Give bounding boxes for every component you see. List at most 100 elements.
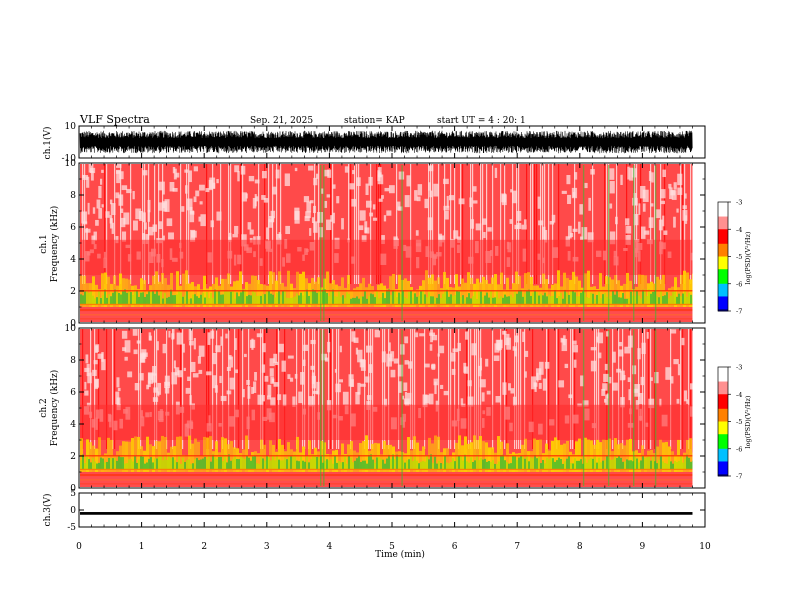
spectrogram-lowband [464, 436, 467, 472]
spectrogram-haze [226, 366, 231, 371]
spectrogram-haze [298, 391, 303, 404]
spectrogram-streak [238, 329, 240, 449]
colorbar-tick-label: -3 [736, 199, 742, 207]
colorbar-swatch [718, 274, 728, 277]
spectrogram-haze [197, 356, 201, 364]
spectrogram-streak [240, 164, 242, 284]
spectrogram-streak [370, 329, 372, 449]
spectrogram-haze [226, 390, 232, 395]
spectrogram-haze [152, 397, 159, 402]
colorbar-swatch [718, 406, 728, 410]
spectrogram-lowband [572, 454, 575, 472]
spectrogram-greenband [556, 298, 558, 305]
spectrogram-greenband [496, 463, 498, 470]
spectrogram-lowband [344, 287, 347, 307]
spectrogram-haze [86, 363, 90, 377]
colorbar-swatch [718, 443, 728, 446]
spectrogram-lowband [146, 436, 149, 472]
spectrogram-greenband [542, 459, 544, 470]
spectrogram-greenband [146, 462, 148, 470]
spectrogram-bottom [80, 311, 693, 322]
colorbar-swatch [718, 260, 728, 263]
spectrogram-lowband [335, 449, 338, 472]
spectrogram-streak [492, 164, 494, 284]
spectrogram-haze [84, 381, 87, 390]
colorbar-swatch [718, 296, 728, 299]
spectrogram-greenband [240, 292, 242, 305]
spectrogram-haze [588, 197, 591, 211]
spectrogram-haze [269, 368, 274, 377]
spectrogram-greenband [516, 293, 518, 305]
spectrogram-haze [249, 229, 254, 235]
spectrogram-streak [348, 164, 350, 284]
spectrogram-greenband [270, 293, 272, 305]
spectrogram-haze [487, 227, 492, 232]
spectrogram-lowband [245, 282, 248, 307]
spectrogram-streak [556, 329, 558, 449]
spectrogram-greenband [202, 292, 204, 305]
spectrogram-haze [477, 365, 482, 377]
spectrogram-greenband [426, 297, 428, 305]
spectrogram-haze [654, 371, 659, 384]
spectrogram-greenband [638, 295, 640, 305]
spectrogram-streak [228, 329, 230, 449]
spectrogram-haze [427, 217, 433, 231]
spectrogram-greenband [364, 291, 366, 305]
spectrogram-greenband [600, 462, 602, 470]
spectrogram-bottom [80, 476, 693, 487]
spectrogram-streak [106, 329, 108, 449]
spectrogram-greenband [660, 456, 662, 470]
spectrogram-haze [303, 196, 310, 203]
spectrogram-greenband [624, 461, 626, 470]
spectrogram-haze [429, 190, 433, 198]
spectrogram-greenband [524, 458, 526, 470]
spectrogram-greenband [444, 289, 446, 305]
spectrogram-greenband [208, 298, 210, 305]
colorbar-swatch [718, 240, 728, 243]
spectrogram-lowband [131, 438, 134, 472]
spectrogram-lowband [212, 283, 215, 307]
y-tick-label: 10 [65, 122, 77, 132]
spectrogram-streak [500, 329, 502, 449]
spectrogram-haze [162, 181, 165, 195]
spectrogram-haze [673, 359, 679, 365]
spectrogram-greenband [346, 292, 348, 305]
spectrogram-haze [355, 347, 358, 355]
spectrogram-haze [457, 342, 461, 352]
spectrogram-greenband [290, 297, 292, 305]
y-tick-label: 0 [70, 484, 76, 494]
spectrogram-haze [172, 187, 178, 192]
spectrogram-streak [506, 329, 508, 449]
spectrogram-lowband [359, 443, 362, 472]
spectrogram-greenband [636, 290, 638, 305]
spectrogram-greenband [416, 296, 418, 305]
spectrogram-haze [537, 196, 541, 209]
spectrogram-haze [225, 333, 228, 339]
colorbar-swatch [718, 291, 728, 294]
spectrogram-streak [378, 164, 380, 284]
spectrogram-haze [671, 190, 677, 200]
spectrogram-haze [510, 388, 515, 394]
spectrogram-streak [558, 164, 560, 284]
spectrogram-lowband [467, 272, 470, 307]
spectrogram-haze [317, 211, 323, 223]
spectrogram-greenband [572, 290, 574, 305]
spectrogram-haze [93, 231, 97, 241]
spectrogram-greenband [118, 455, 120, 470]
spectrogram-greenband [232, 458, 234, 470]
spectrogram-haze [662, 169, 666, 178]
spectrogram-greenband [276, 292, 278, 305]
spectrogram-haze [271, 378, 275, 383]
colorbar-swatch [718, 294, 728, 297]
spectrogram-greenband [158, 295, 160, 305]
colorbar-swatch [718, 399, 728, 403]
spectrogram-streak [454, 329, 456, 449]
spectrogram-haze [249, 339, 256, 348]
spectrogram-greenband [180, 292, 182, 305]
spectrogram-greenband [92, 295, 94, 305]
spectrogram-greenband [648, 289, 650, 305]
spectrogram-haze [268, 219, 273, 228]
spectrogram-haze [443, 205, 450, 211]
spectrogram-greenband [532, 292, 534, 305]
colorbar-swatch [718, 401, 728, 404]
